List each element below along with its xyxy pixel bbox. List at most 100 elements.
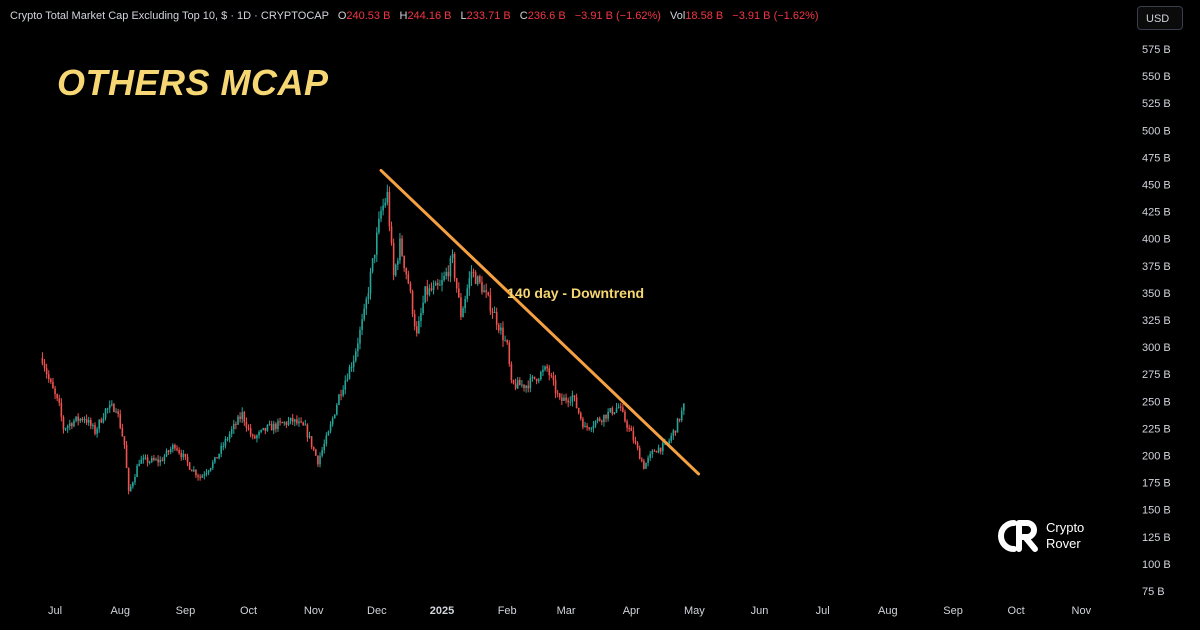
x-tick-label: Dec <box>367 605 387 617</box>
candle-body <box>523 384 525 388</box>
candle-body <box>607 411 609 419</box>
candle-body <box>315 449 317 456</box>
candle-body <box>582 418 584 428</box>
candle-body <box>552 375 555 381</box>
candle-body <box>460 297 462 318</box>
candle-body <box>115 411 117 413</box>
candle-body <box>544 366 546 370</box>
candle-body <box>174 444 176 449</box>
y-tick-label: 275 B <box>1142 369 1171 381</box>
candle-body <box>205 472 208 475</box>
candle-body <box>310 436 313 448</box>
candle-body <box>453 254 456 279</box>
candle-body <box>615 407 618 413</box>
candle-body <box>668 440 670 444</box>
candle-body <box>647 457 649 463</box>
candle-body <box>394 264 397 276</box>
x-tick-label: Jul <box>816 605 830 617</box>
candle-body <box>157 459 159 463</box>
candle-body <box>50 379 52 382</box>
candle-body <box>136 465 138 478</box>
candle-body <box>558 393 561 398</box>
candle-body <box>96 428 98 434</box>
candle-body <box>275 423 277 430</box>
candle-body <box>626 421 628 428</box>
candle-body <box>563 397 565 401</box>
candle-body <box>489 295 492 312</box>
candle-body <box>73 420 75 427</box>
candle-body <box>64 428 67 430</box>
x-tick-label: Mar <box>557 605 576 617</box>
candle-body <box>92 425 94 427</box>
x-tick-label: Nov <box>1072 605 1092 617</box>
y-tick-label: 75 B <box>1142 586 1165 598</box>
candle-body <box>365 298 368 309</box>
candle-body <box>504 340 506 342</box>
volume-value: 18.58 B <box>685 10 724 22</box>
candle-body <box>458 288 460 298</box>
candle-body <box>409 283 412 292</box>
candle-body <box>455 278 458 289</box>
candle-body <box>397 260 399 265</box>
candle-body <box>592 425 595 429</box>
candle-body <box>155 459 157 461</box>
candle-body <box>41 357 44 364</box>
candle-body <box>272 423 275 431</box>
candle-body <box>323 443 326 450</box>
candle-body <box>502 327 504 341</box>
symbol-name[interactable]: Crypto Total Market Cap Excluding Top 10… <box>10 10 329 22</box>
candle-body <box>249 428 252 435</box>
candle-body <box>449 258 452 277</box>
candle-body <box>71 423 73 427</box>
y-tick-label: 575 B <box>1142 44 1171 56</box>
candle-body <box>561 397 563 401</box>
candle-body <box>657 447 660 453</box>
candle-body <box>630 428 633 431</box>
candle-body <box>211 462 214 468</box>
candle-body <box>369 271 372 294</box>
candle-body <box>142 458 145 460</box>
candle-body <box>325 435 328 444</box>
y-tick-label: 475 B <box>1142 152 1171 164</box>
candle-body <box>106 408 109 410</box>
candle-body <box>554 380 557 394</box>
candle-body <box>384 202 387 206</box>
candle-body <box>462 308 464 318</box>
volume-label: Vol <box>670 10 686 22</box>
candle-body <box>264 427 267 431</box>
candle-body <box>537 379 540 382</box>
candle-body <box>167 450 170 453</box>
candle-body <box>58 398 61 403</box>
candle-body <box>161 459 164 461</box>
candle-body <box>512 380 515 384</box>
candle-body <box>277 421 279 430</box>
candle-body <box>201 475 204 478</box>
candle-body <box>350 366 353 368</box>
candle-body <box>573 395 576 398</box>
candle-body <box>401 238 403 256</box>
candle-body <box>601 420 603 422</box>
candle-body <box>45 368 48 375</box>
y-tick-label: 525 B <box>1142 98 1171 110</box>
candle-body <box>439 284 441 286</box>
candle-body <box>628 427 630 429</box>
currency-button[interactable]: USD <box>1137 6 1183 30</box>
candle-body <box>148 461 151 463</box>
candle-body <box>548 368 551 376</box>
candle-body <box>413 313 416 327</box>
y-tick-label: 175 B <box>1142 478 1171 490</box>
candle-body <box>68 423 71 426</box>
volume-change-value: −3.91 B (−1.62%) <box>732 10 819 22</box>
candle-body <box>108 405 111 409</box>
candle-body <box>321 449 323 456</box>
crypto-rover-logo-icon <box>998 520 1038 552</box>
candle-body <box>617 406 620 408</box>
candle-body <box>296 419 298 424</box>
candle-body <box>258 431 260 436</box>
candlestick-series <box>41 184 685 495</box>
candle-body <box>386 191 389 203</box>
candle-body <box>485 290 487 293</box>
candle-body <box>228 433 231 439</box>
candle-body <box>188 462 191 470</box>
